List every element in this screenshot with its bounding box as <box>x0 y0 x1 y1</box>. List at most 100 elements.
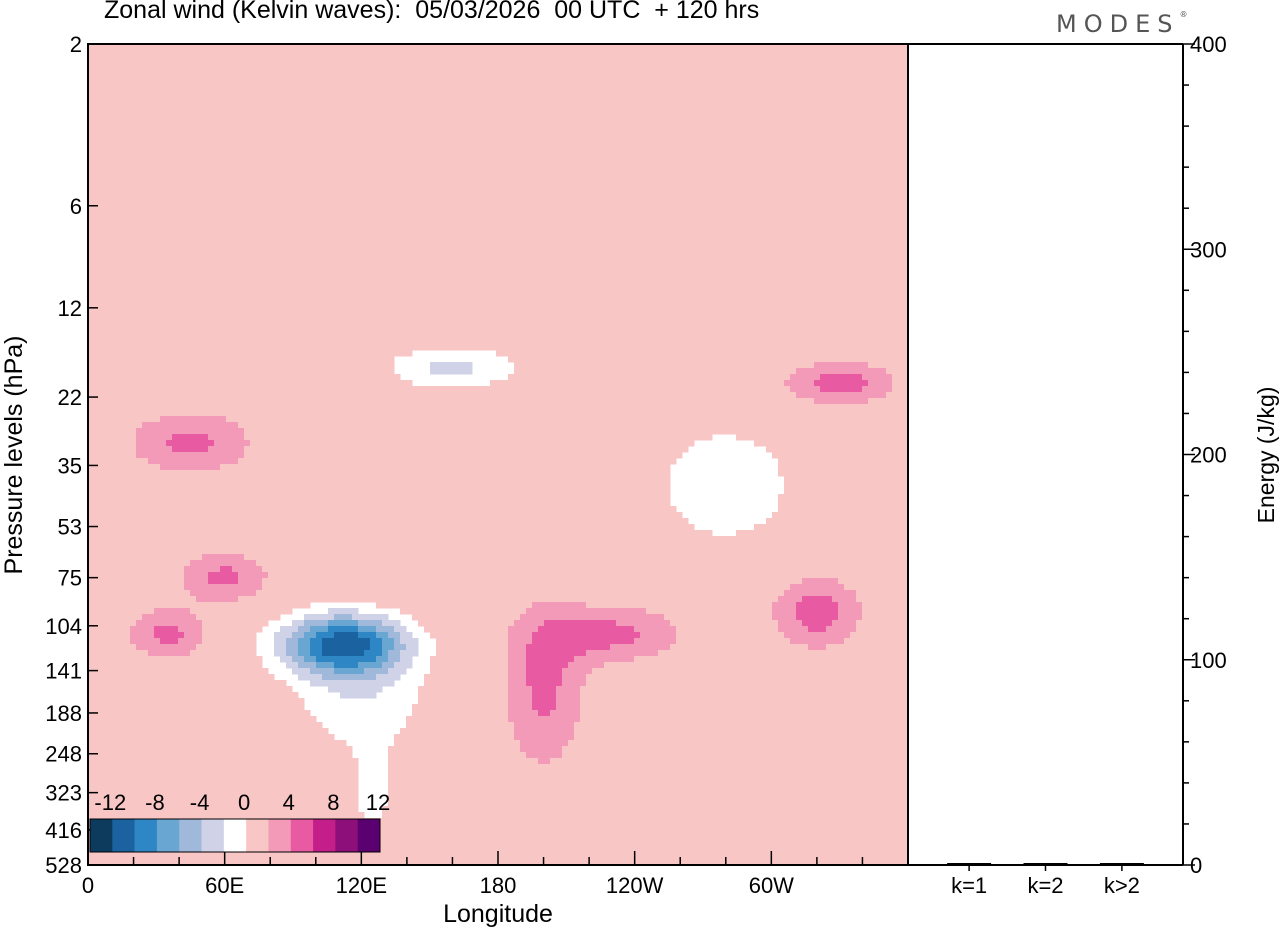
wind-field-cell <box>268 122 275 129</box>
wind-field-cell <box>718 242 725 249</box>
wind-field-cell <box>856 122 863 129</box>
wind-field-cell <box>310 128 317 135</box>
wind-field-cell <box>88 140 95 147</box>
wind-field-cell <box>850 254 857 261</box>
wind-field-cell <box>388 236 395 243</box>
wind-field-cell <box>250 260 257 267</box>
wind-field-cell <box>178 164 185 171</box>
wind-field-cell <box>898 164 905 171</box>
wind-field-cell <box>574 110 581 117</box>
wind-field-cell <box>184 188 191 195</box>
wind-field-cell <box>820 248 827 255</box>
wind-field-cell <box>580 206 587 213</box>
wind-field-cell <box>694 188 701 195</box>
wind-field-cell <box>802 80 809 87</box>
wind-field-cell <box>796 50 803 57</box>
wind-field-cell <box>646 86 653 93</box>
wind-field-cell <box>280 104 287 111</box>
wind-field-cell <box>748 98 755 105</box>
wind-field-cell <box>556 104 563 111</box>
wind-field-cell <box>754 50 761 57</box>
wind-field-cell <box>532 56 539 63</box>
wind-field-cell <box>778 80 785 87</box>
wind-field-cell <box>376 242 383 249</box>
wind-field-cell <box>796 176 803 183</box>
wind-field-cell <box>646 122 653 129</box>
wind-field-cell <box>844 164 851 171</box>
wind-field-cell <box>712 200 719 207</box>
wind-field-cell <box>298 110 305 117</box>
wind-field-cell <box>352 248 359 255</box>
wind-field-cell <box>820 68 827 75</box>
wind-field-cell <box>388 50 395 57</box>
wind-field-cell <box>814 68 821 75</box>
wind-field-cell <box>328 224 335 231</box>
wind-field-cell <box>412 254 419 261</box>
wind-field-cell <box>250 86 257 93</box>
wind-field-cell <box>436 170 443 177</box>
wind-field-cell <box>454 224 461 231</box>
wind-field-cell <box>556 158 563 165</box>
wind-field-cell <box>400 164 407 171</box>
wind-field-cell <box>394 254 401 261</box>
wind-field-cell <box>478 242 485 249</box>
wind-field-cell <box>220 86 227 93</box>
wind-field-cell <box>724 206 731 213</box>
wind-field-cell <box>394 104 401 111</box>
wind-field-cell <box>448 140 455 147</box>
wind-field-cell <box>904 80 908 87</box>
wind-field-cell <box>478 248 485 255</box>
wind-field-cell <box>394 206 401 213</box>
wind-field-cell <box>100 104 107 111</box>
wind-field-cell <box>904 74 908 81</box>
wind-field-cell <box>448 110 455 117</box>
wind-field-cell <box>676 182 683 189</box>
wind-field-cell <box>274 128 281 135</box>
wind-field-cell <box>856 92 863 99</box>
wind-field-cell <box>610 74 617 81</box>
wind-field-cell <box>562 86 569 93</box>
wind-field-cell <box>772 86 779 93</box>
wind-field-cell <box>526 140 533 147</box>
wind-field-cell <box>826 86 833 93</box>
wind-field-cell <box>430 110 437 117</box>
wind-field-cell <box>562 242 569 249</box>
wind-field-cell <box>460 176 467 183</box>
wind-field-cell <box>226 68 233 75</box>
wind-field-cell <box>580 44 587 51</box>
wind-field-cell <box>628 146 635 153</box>
wind-field-cell <box>382 182 389 189</box>
wind-field-cell <box>826 170 833 177</box>
wind-field-cell <box>316 158 323 165</box>
wind-field-cell <box>712 176 719 183</box>
wind-field-cell <box>100 164 107 171</box>
wind-field-cell <box>232 242 239 249</box>
wind-field-cell <box>724 200 731 207</box>
wind-field-cell <box>334 230 341 237</box>
wind-field-cell <box>220 182 227 189</box>
wind-field-cell <box>190 98 197 105</box>
wind-field-cell <box>700 248 707 255</box>
wind-field-cell <box>766 194 773 201</box>
wind-field-cell <box>526 200 533 207</box>
wind-field-cell <box>466 56 473 63</box>
wind-field-cell <box>658 92 665 99</box>
wind-field-cell <box>808 50 815 57</box>
wind-field-cell <box>676 104 683 111</box>
wind-field-cell <box>214 254 221 261</box>
wind-field-cell <box>382 236 389 243</box>
wind-field-cell <box>580 164 587 171</box>
wind-field-cell <box>502 248 509 255</box>
wind-field-cell <box>490 74 497 81</box>
wind-field-cell <box>640 92 647 99</box>
wind-field-cell <box>226 50 233 57</box>
wind-field-cell <box>172 176 179 183</box>
wind-field-cell <box>766 44 773 51</box>
wind-field-cell <box>238 182 245 189</box>
wind-field-cell <box>652 68 659 75</box>
wind-field-cell <box>724 158 731 165</box>
wind-field-cell <box>832 164 839 171</box>
wind-field-cell <box>358 158 365 165</box>
wind-field-cell <box>598 224 605 231</box>
wind-field-cell <box>868 194 875 201</box>
